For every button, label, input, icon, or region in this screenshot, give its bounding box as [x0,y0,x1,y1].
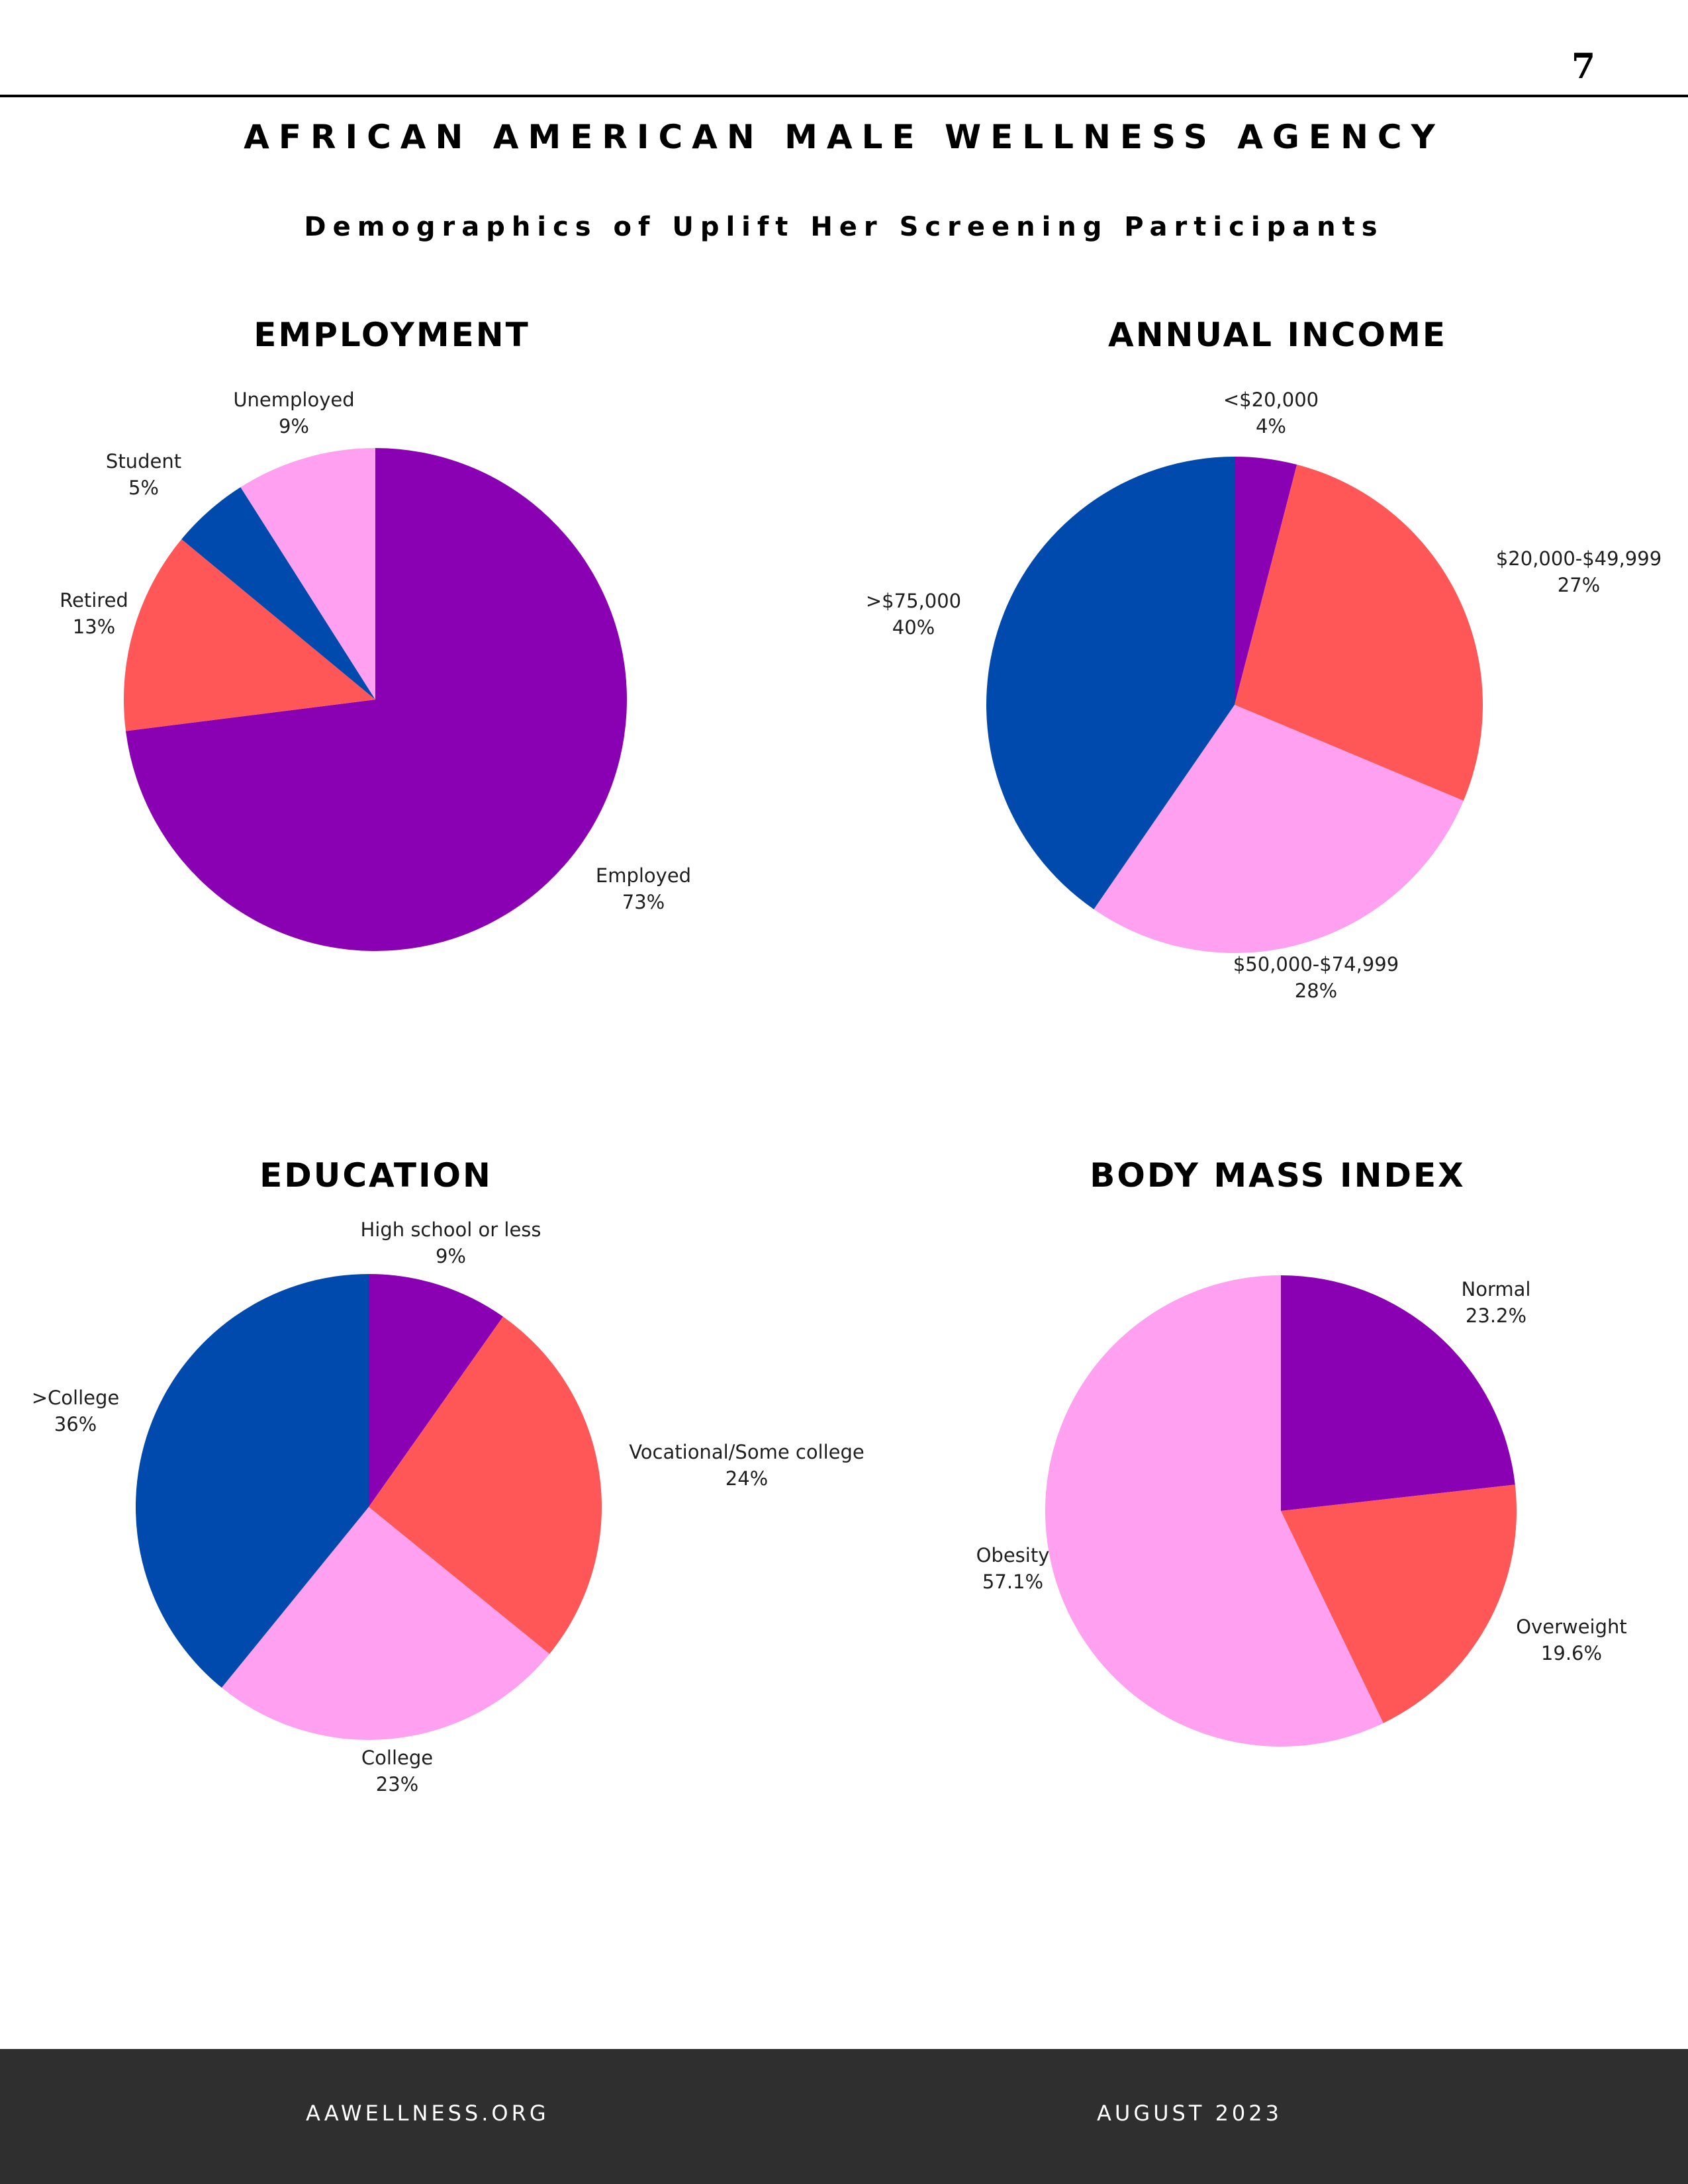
annual-income-label-pct-3: 40% [892,616,935,639]
employment-label-name-2: Student [106,450,181,473]
employment-slice-employed [126,447,628,952]
employment-chart: EMPLOYMENT Employed 73% Retired 13% Student 5%… [60,316,691,952]
annual-income-label-name-1: $20,000-$49,999 [1496,547,1662,570]
annual-income-title: ANNUAL INCOME [1108,316,1447,354]
employment-label-name-1: Retired [60,589,128,612]
education-slice-college [221,1507,550,1740]
annual-income-slice-20-000 [1235,457,1297,705]
annual-income-slice-75-000 [986,457,1235,909]
education-label-name-1: Vocational/Some college [629,1441,865,1463]
employment-slice-retired [124,539,375,731]
education-slice-college [136,1274,369,1688]
body-mass-index-label-name-1: Overweight [1516,1615,1627,1638]
education-chart: EDUCATION High school or less 9% Vocational… [32,1156,865,1796]
footer-date: AUGUST 2023 [1097,2101,1282,2126]
annual-income-label-2: $50,000-$74,999 28% [1233,953,1399,1002]
employment-label-name-0: Employed [596,864,691,887]
body-mass-index-label-pct-0: 23.2% [1466,1304,1526,1327]
annual-income-label-name-0: <$20,000 [1223,388,1319,411]
employment-label-name-3: Unemployed [233,388,354,411]
body-mass-index-slice-normal [1281,1275,1515,1511]
education-title: EDUCATION [259,1156,492,1195]
annual-income-label-pct-1: 27% [1558,574,1600,596]
education-label-pct-2: 23% [376,1773,418,1796]
body-mass-index-label-name-2: Obesity [976,1544,1050,1567]
annual-income-label-0: <$20,000 4% [1223,388,1319,437]
body-mass-index-label-pct-2: 57.1% [982,1570,1043,1593]
education-label-pct-0: 9% [436,1245,466,1267]
annual-income-slice-20-000-49-999 [1235,465,1483,801]
body-mass-index-slice-obesity [1045,1275,1383,1747]
annual-income-label-name-2: $50,000-$74,999 [1233,953,1399,976]
body-mass-index-label-1: Overweight 19.6% [1516,1615,1627,1664]
employment-slice-unemployed [240,448,375,700]
employment-label-2: Student 5% [106,450,181,499]
annual-income-chart: ANNUAL INCOME <$20,000 4% $20,000-$49,999 27… [866,316,1662,1002]
page-subtitle: Demographics of Uplift Her Screening Par… [304,212,1384,242]
page-number: 7 [1571,46,1595,87]
education-label-1: Vocational/Some college 24% [629,1441,865,1490]
employment-slice-student [181,487,375,700]
employment-label-0: Employed 73% [596,864,691,913]
charts-canvas: EMPLOYMENT Employed 73% Retired 13% Student 5%… [32,316,1662,1796]
employment-label-pct-2: 5% [128,477,159,499]
education-label-3: >College 36% [32,1387,120,1435]
education-label-name-3: >College [32,1387,120,1409]
annual-income-label-pct-2: 28% [1295,979,1337,1002]
employment-label-pct-3: 9% [279,415,309,437]
body-mass-index-label-2: Obesity 57.1% [976,1544,1050,1593]
annual-income-label-1: $20,000-$49,999 27% [1496,547,1662,596]
employment-label-pct-0: 73% [622,891,665,913]
education-label-pct-1: 24% [726,1467,768,1490]
body-mass-index-title: BODY MASS INDEX [1090,1156,1465,1195]
footer-website: AAWELLNESS.ORG [306,2101,549,2126]
body-mass-index-slice-overweight [1281,1484,1517,1723]
body-mass-index-label-0: Normal 23.2% [1462,1278,1531,1327]
education-slice-vocational-some-college [369,1316,602,1655]
body-mass-index-chart: BODY MASS INDEX Normal 23.2% Overweight 19.6… [976,1156,1627,1747]
education-label-pct-3: 36% [54,1413,97,1435]
annual-income-label-pct-0: 4% [1256,415,1286,437]
employment-label-3: Unemployed 9% [233,388,354,437]
employment-label-pct-1: 13% [73,615,115,638]
header-divider [0,95,1688,97]
employment-label-1: Retired 13% [60,589,128,638]
annual-income-slice-50-000-74-999 [1094,705,1464,954]
education-label-0: High school or less 9% [360,1218,541,1267]
body-mass-index-label-pct-1: 19.6% [1541,1642,1602,1664]
annual-income-label-3: >$75,000 40% [866,590,961,639]
annual-income-label-name-3: >$75,000 [866,590,961,612]
education-label-2: College 23% [361,1747,433,1796]
employment-title: EMPLOYMENT [254,316,530,354]
education-label-name-2: College [361,1747,433,1769]
footer: AAWELLNESS.ORG AUGUST 2023 [0,2049,1688,2184]
education-label-name-0: High school or less [360,1218,541,1241]
agency-title: AFRICAN AMERICAN MALE WELLNESS AGENCY [244,118,1444,156]
education-slice-high-school-or-less [369,1274,503,1507]
body-mass-index-label-name-0: Normal [1462,1278,1531,1300]
